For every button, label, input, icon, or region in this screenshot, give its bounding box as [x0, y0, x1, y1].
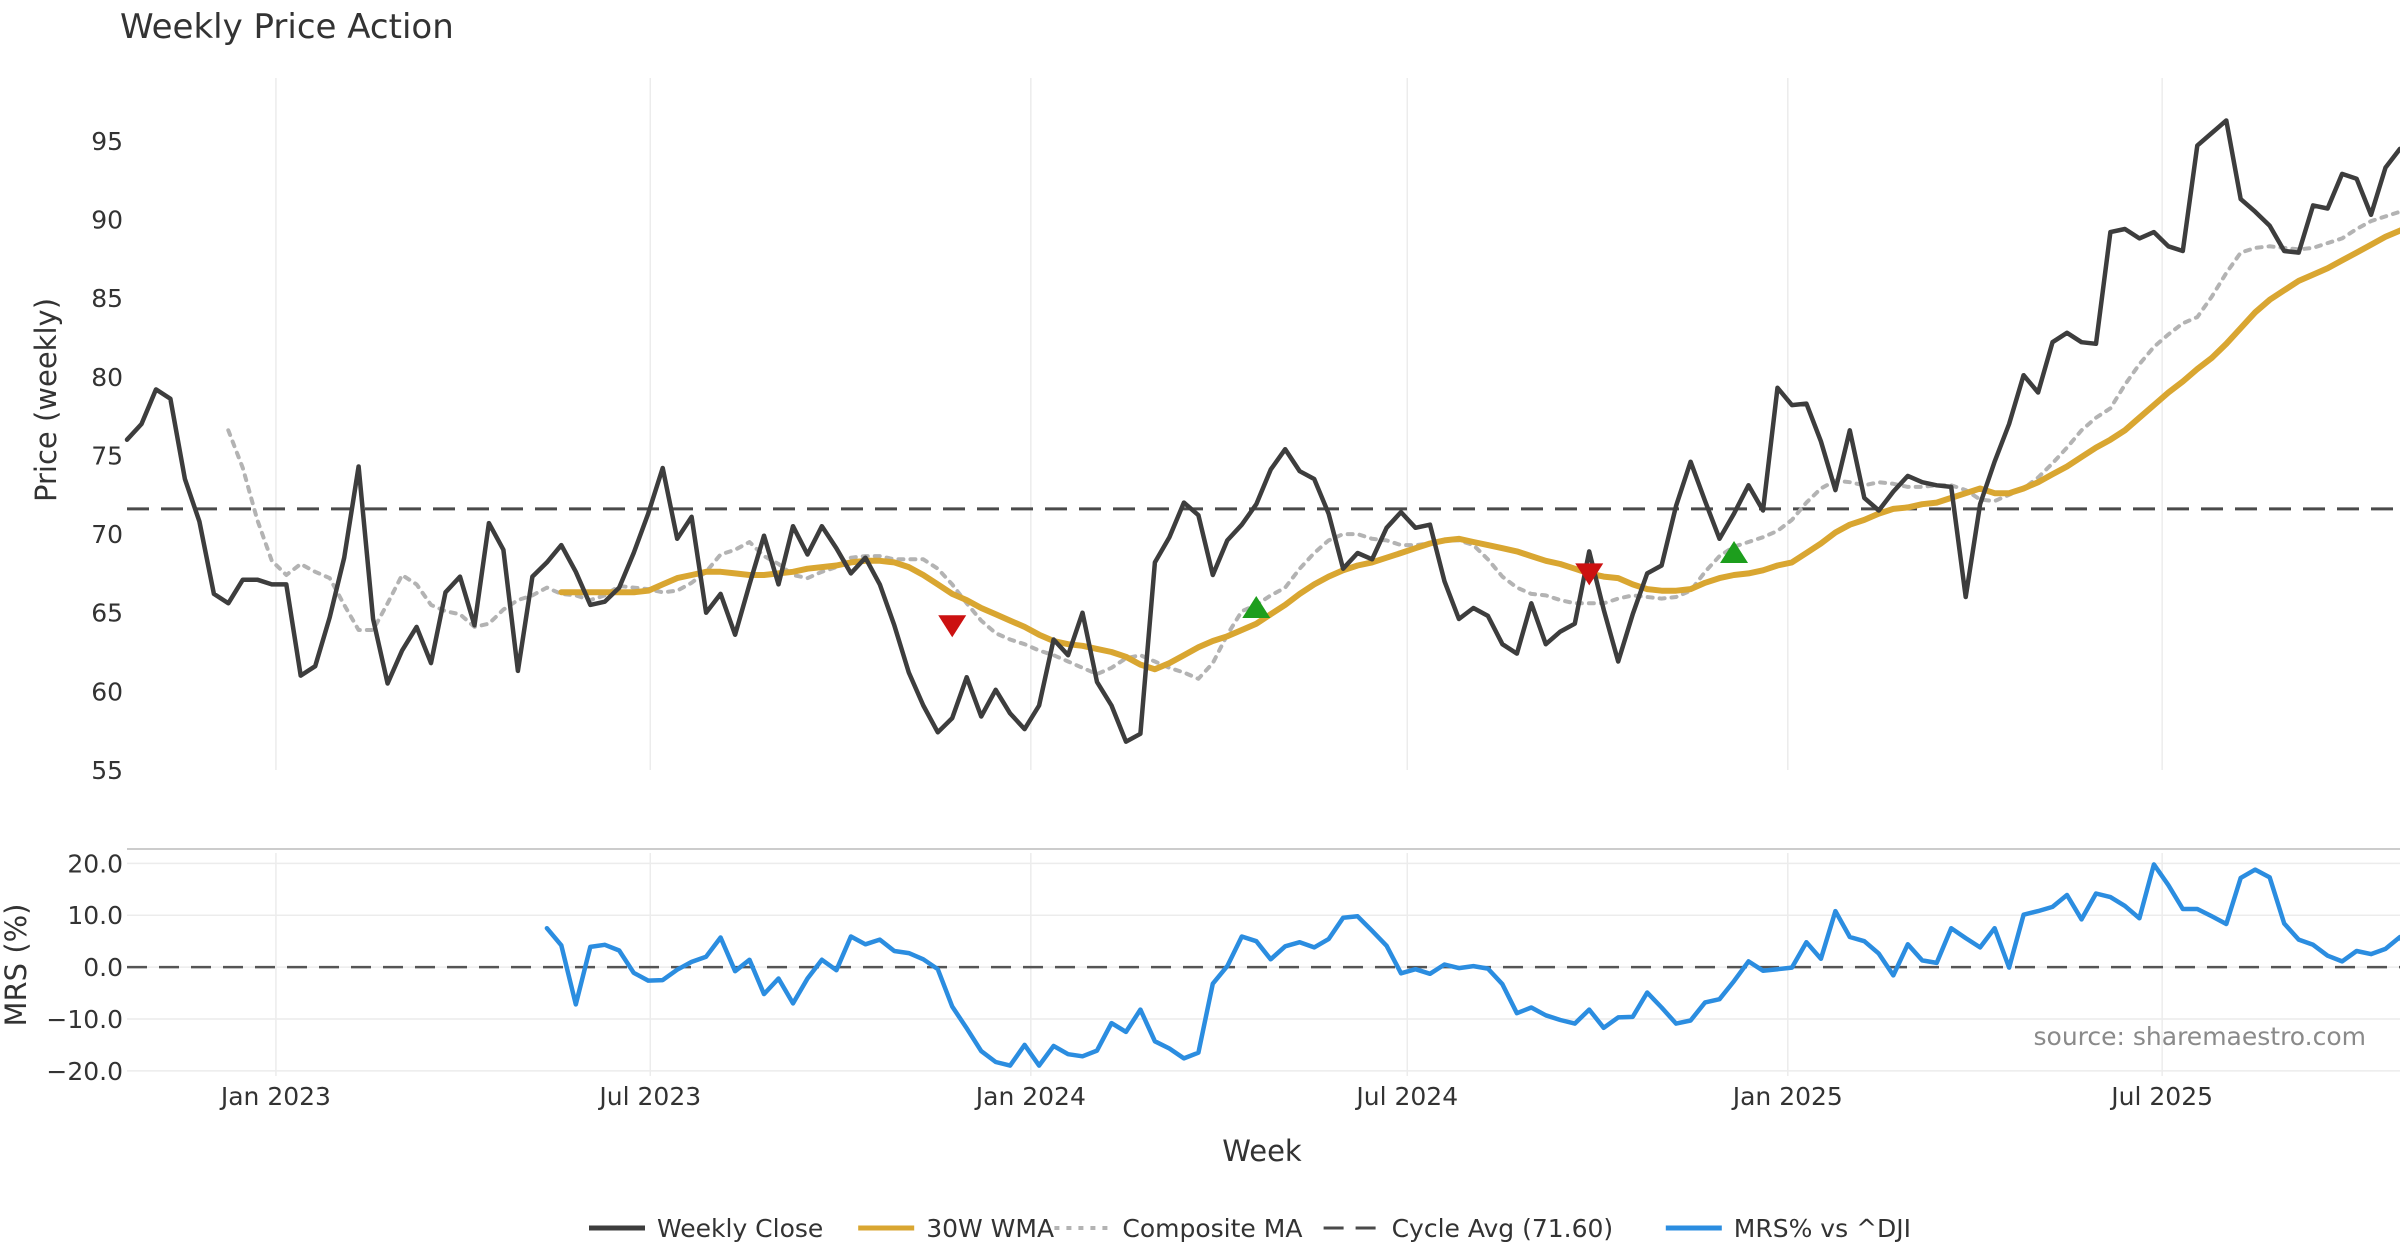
price-y-tick-label: 65 — [91, 599, 123, 628]
legend-label: Weekly Close — [657, 1214, 823, 1243]
buy-signal-marker — [1720, 540, 1749, 563]
mrs-y-tick-label: 0.0 — [83, 953, 123, 982]
price-y-tick-label: 95 — [91, 127, 123, 156]
mrs-line — [544, 862, 2400, 1068]
mrs-y-ticks: −20.0 −10.0 0.0 10.0 20.0 — [46, 849, 123, 1085]
x-ticks: Jan 2023 Jul 2023 Jan 2024 Jul 2024 Jan 2025… — [219, 1082, 2213, 1111]
mrs-y-tick-label: −10.0 — [46, 1005, 123, 1034]
legend-label: Cycle Avg (71.60) — [1392, 1214, 1614, 1243]
sell-signal-marker — [1575, 563, 1604, 586]
legend-item-weekly-close: Weekly Close — [589, 1214, 823, 1243]
chart-title: Weekly Price Action — [120, 7, 454, 47]
price-axis-title: Price (weekly) — [29, 298, 63, 502]
legend-item-mrs-vs-dji: MRS% vs ^DJI — [1665, 1214, 1911, 1243]
price-y-tick-label: 60 — [91, 677, 123, 706]
x-tick-label: Jan 2025 — [1731, 1082, 1843, 1111]
composite-ma-line — [226, 209, 2400, 681]
legend-item-cycle-avg-71-60: Cycle Avg (71.60) — [1323, 1214, 1614, 1243]
mrs-y-tick-label: 20.0 — [67, 849, 123, 878]
legend-item-composite-ma: Composite MA — [1054, 1214, 1302, 1243]
x-tick-label: Jul 2023 — [597, 1082, 701, 1111]
price-series-group — [124, 118, 2400, 744]
sell-signal-marker — [938, 615, 967, 638]
price-y-tick-label: 55 — [91, 756, 123, 785]
signal-markers — [938, 540, 1749, 638]
legend-label: 30W WMA — [926, 1214, 1054, 1243]
x-tick-label: Jan 2024 — [974, 1082, 1086, 1111]
legend-item-30w-wma: 30W WMA — [858, 1214, 1054, 1243]
legend-label: Composite MA — [1122, 1214, 1302, 1243]
price-y-tick-label: 80 — [91, 363, 123, 392]
source-label: source: sharemaestro.com — [2034, 1022, 2367, 1051]
mrs-y-tick-label: −20.0 — [46, 1057, 123, 1086]
mrs-y-tick-label: 10.0 — [67, 901, 123, 930]
mrs-axis-title: MRS (%) — [0, 904, 33, 1027]
buy-signal-marker — [1242, 596, 1271, 619]
price-y-tick-label: 90 — [91, 206, 123, 235]
weekly-close-line — [124, 118, 2400, 744]
price-y-tick-label: 75 — [91, 441, 123, 470]
x-tick-label: Jan 2023 — [219, 1082, 331, 1111]
legend: Weekly Close 30W WMA Composite MA Cycle Avg… — [589, 1214, 1911, 1243]
price-grid — [275, 78, 2163, 770]
mrs-series-group — [544, 862, 2400, 1068]
price-y-ticks: 55 60 65 70 75 80 85 90 95 — [91, 127, 123, 785]
price-y-tick-label: 70 — [91, 520, 123, 549]
x-tick-label: Jul 2025 — [2109, 1082, 2213, 1111]
legend-label: MRS% vs ^DJI — [1734, 1214, 1911, 1243]
30w-wma-line — [558, 227, 2400, 673]
x-axis-title: Week — [1222, 1134, 1302, 1168]
price-y-tick-label: 85 — [91, 284, 123, 313]
x-tick-label: Jul 2024 — [1354, 1082, 1458, 1111]
